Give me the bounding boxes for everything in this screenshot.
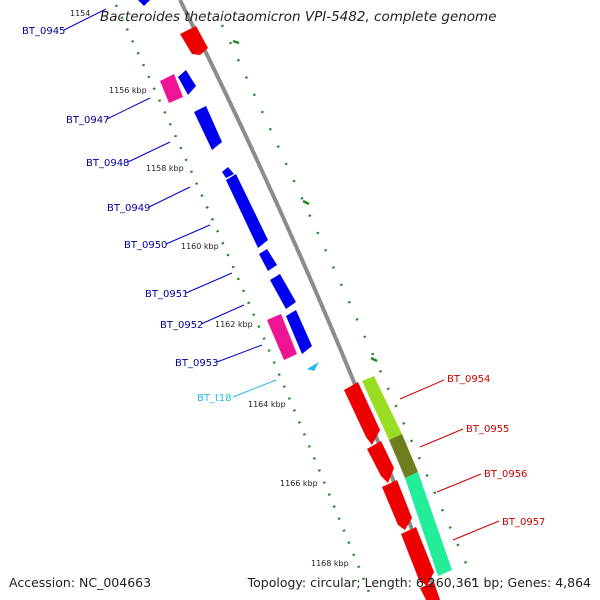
tick-label: 1166 kbp: [280, 479, 318, 488]
gc-olive-block: [389, 434, 418, 478]
gene-BT_0953-arrow: [286, 310, 312, 354]
gene-BT_0952-magenta: [267, 314, 297, 360]
gene-BT_0954-arrow: [344, 382, 380, 445]
gc-dotted-track-outer: [220, 24, 482, 596]
tick-label: 1156 kbp: [109, 86, 147, 95]
gene-BT_0946-magenta: [160, 74, 183, 103]
gene-label-bt0953: BT_0953: [175, 358, 218, 369]
gene-label-bt0956: BT_0956: [484, 469, 527, 480]
gene-label-bt0947: BT_0947: [66, 115, 109, 126]
trna-BT_t18: [307, 362, 319, 371]
gene-BT_0945-arrow: [138, 0, 150, 6]
gene-label-bt0951: BT_0951: [145, 289, 188, 300]
gc-dash-mark: [370, 356, 378, 363]
gene-label-bt0954: BT_0954: [447, 374, 490, 385]
topology-summary: Topology: circular; Length: 6,260,361 bp…: [247, 575, 591, 590]
gene-BT_0946-arrow: [178, 70, 196, 95]
gene-label-bt-t18: BT_t18: [197, 393, 232, 404]
gene-BT_0956-arrow: [382, 480, 412, 530]
tick-label: 1158 kbp: [146, 164, 184, 173]
tick-label: 1162 kbp: [215, 320, 253, 329]
gc-dash-mark: [302, 199, 310, 206]
tick-label: 1168 kbp: [311, 559, 349, 568]
gene-BT_0948-small: [222, 167, 234, 178]
accession-label: Accession: NC_004663: [9, 575, 152, 590]
gc-lime-block: [362, 376, 402, 440]
gc-mint-block: [405, 472, 452, 576]
gene-red-top-arrow: [180, 26, 208, 55]
gene-BT_0947-arrow: [194, 106, 222, 150]
tick-label: 1154: [70, 9, 90, 18]
gene-label-bt0952: BT_0952: [160, 320, 203, 331]
label-leaders: [63, 8, 500, 541]
gc-dash-mark: [232, 39, 240, 45]
map-title: Bacteroides thetaiotaomicron VPI-5482, c…: [100, 9, 497, 25]
gene-label-bt0957: BT_0957: [502, 517, 545, 528]
gene-label-bt0955: BT_0955: [466, 424, 509, 435]
gene-BT_0949-arrow: [226, 174, 268, 248]
gene-BT_0951-arrow: [270, 274, 296, 309]
tick-label: 1164 kbp: [248, 400, 286, 409]
gc-dotted-track-inner: [114, 4, 374, 600]
gene-bottom-arrow: [420, 582, 440, 600]
gene-label-bt0950: BT_0950: [124, 240, 167, 251]
gene-label-bt0945: BT_0945: [22, 26, 65, 37]
tick-label: 1160 kbp: [181, 242, 219, 251]
gene-BT_0950-arrow: [259, 249, 277, 271]
gene-label-bt0948: BT_0948: [86, 158, 129, 169]
gene-label-bt0949: BT_0949: [107, 203, 150, 214]
gene-BT_0957-arrow: [401, 527, 434, 586]
gene-BT_0955-arrow: [367, 441, 394, 483]
